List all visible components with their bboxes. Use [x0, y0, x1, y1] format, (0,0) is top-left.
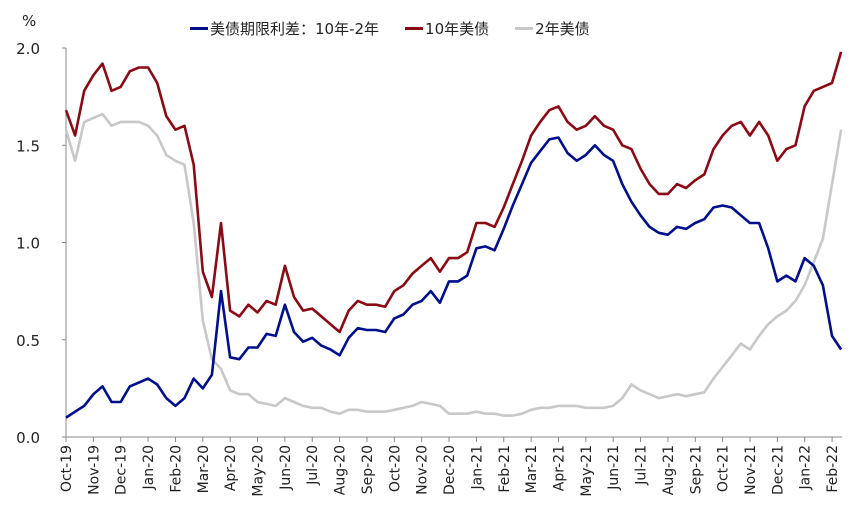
- y-axis-unit: %: [22, 12, 37, 30]
- x-tick-label: Nov-19: [86, 445, 102, 495]
- x-tick-label: Aug-21: [661, 445, 677, 495]
- series-line-2: [64, 112, 843, 417]
- x-tick-label: Oct-21: [716, 445, 732, 492]
- y-tick-label: 1.5: [16, 137, 40, 155]
- x-tick-label: May-20: [251, 445, 267, 497]
- x-tick-label: Feb-22: [825, 445, 841, 493]
- x-tick-label: Dec-21: [770, 445, 786, 495]
- x-tick-label: Apr-20: [223, 445, 239, 491]
- y-tick-label: 0.5: [16, 332, 40, 350]
- x-tick-label: Jan-20: [141, 445, 157, 490]
- x-tick-label: Nov-21: [743, 445, 759, 495]
- x-tick-label: Mar-20: [196, 445, 212, 493]
- x-tick-label: Feb-21: [497, 445, 513, 493]
- legend-item-10y: 10年美债: [405, 18, 489, 39]
- y-tick-label: 1.0: [16, 235, 40, 253]
- x-tick-label: Jul-20: [305, 445, 321, 486]
- x-tick-label: Dec-19: [114, 445, 130, 495]
- y-tick-label: 2.0: [16, 40, 40, 58]
- x-tick-label: Jun-21: [606, 445, 622, 491]
- legend-item-spread: 美债期限利差：10年-2年: [190, 18, 379, 39]
- x-tick-label: Oct-20: [387, 445, 403, 492]
- x-tick-label: Oct-19: [59, 445, 75, 492]
- legend-label: 美债期限利差：10年-2年: [210, 20, 380, 38]
- legend-item-2y: 2年美债: [515, 18, 590, 39]
- legend-label: 2年美债: [535, 20, 590, 38]
- legend-swatch-2y: [515, 27, 534, 30]
- x-tick-label: Jul-21: [634, 445, 650, 486]
- series-line-1: [64, 51, 843, 334]
- legend-swatch-spread: [190, 27, 208, 30]
- x-tick-label: Mar-21: [524, 445, 540, 493]
- series-line-0: [65, 136, 843, 419]
- legend-swatch-10y: [405, 27, 424, 30]
- x-tick-label: Feb-20: [168, 445, 184, 493]
- y-tick-label: 0.0: [16, 429, 40, 447]
- x-tick-label: Apr-21: [551, 445, 567, 491]
- x-tick-label: Jan-22: [798, 445, 814, 490]
- legend: 美债期限利差：10年-2年 10年美债 2年美债: [190, 18, 590, 39]
- legend-label: 10年美债: [425, 20, 490, 38]
- x-tick-label: Jun-20: [278, 445, 294, 491]
- x-tick-label: Sep-21: [688, 445, 704, 494]
- x-tick-label: Aug-20: [333, 445, 349, 495]
- x-tick-label: Nov-20: [415, 445, 431, 495]
- x-tick-label: Dec-20: [442, 445, 458, 495]
- x-tick-label: Sep-20: [360, 445, 376, 494]
- x-tick-label: Jan-21: [469, 445, 485, 490]
- x-tick-label: May-21: [579, 445, 595, 497]
